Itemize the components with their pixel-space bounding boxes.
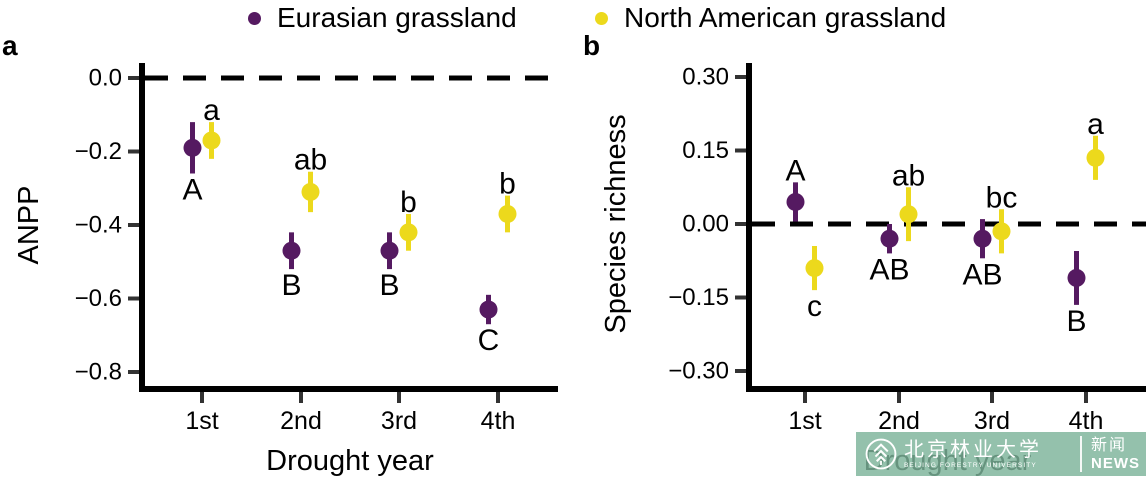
news-badge: 新闻 NEWS (1091, 436, 1140, 472)
panel-a-x-tick-label: 4th (481, 407, 516, 435)
panel-b-x-tick-label: 1st (788, 407, 821, 435)
panel-a-y-tick-label: −0.4 (75, 212, 122, 239)
legend-dot-eurasian-icon (248, 11, 261, 25)
panel-a-sig-letter-north-american-4th: b (499, 168, 516, 201)
panel-a-x-tick-label: 1st (185, 407, 218, 435)
panel-b-sig-letter-north-american-1st: c (807, 290, 822, 323)
watermark-divider (1080, 436, 1082, 472)
legend-label-north-american: North American grassland (624, 2, 947, 33)
panel-b-point-north-american-3rd (992, 222, 1011, 241)
university-logo-icon (865, 438, 897, 470)
panel-a-y-tick-label: −0.6 (75, 285, 122, 312)
panel-a-sig-letter-eurasian-3rd: B (379, 269, 399, 302)
panel-b-sig-letter-eurasian-2nd: AB (869, 253, 909, 286)
panel-b-sig-letter-eurasian-4th: B (1066, 305, 1086, 338)
panel-a-x-tick-label: 3rd (381, 407, 417, 435)
panel-b-point-eurasian-1st (786, 192, 805, 211)
panel-b-point-north-american-4th (1086, 148, 1105, 167)
university-name: 北京林业大学 BEIJING FORESTRY UNIVERSITY (904, 439, 1076, 470)
panel-b-y-tick-label: 0.00 (682, 211, 729, 238)
panel-b-y-tick-label: −0.30 (668, 358, 729, 385)
panel-a-x-axis-title: Drought year (266, 445, 434, 477)
university-name-zh: 北京林业大学 (904, 438, 1042, 461)
panel-a-point-north-american-4th (498, 204, 517, 223)
panel-a-sig-letter-north-american-1st: a (203, 94, 220, 127)
panel-b-y-tick-label: 0.30 (682, 64, 729, 91)
panel-a-point-eurasian-1st (183, 138, 202, 157)
panel-a-y-tick-label: −0.2 (75, 138, 122, 165)
panel-b-point-north-american-1st (805, 259, 824, 278)
news-label-zh: 新闻 (1091, 437, 1128, 454)
panel-b-sig-letter-eurasian-1st: A (785, 154, 805, 187)
panel-b-sig-letter-eurasian-3rd: AB (962, 258, 1002, 291)
legend-label-eurasian: Eurasian grassland (277, 2, 517, 33)
panel-a-y-tick-label: 0.0 (89, 65, 122, 92)
panel-label-a: a (2, 30, 18, 61)
panel-b-sig-letter-north-american-2nd: ab (892, 159, 925, 192)
panel-b-point-eurasian-4th (1067, 268, 1086, 287)
panel-b-sig-letter-north-american-4th: a (1087, 108, 1104, 141)
panel-label-b: b (583, 30, 601, 61)
panel-b-sig-letter-north-american-3rd: bc (986, 181, 1018, 214)
legend-dot-north-american-icon (595, 11, 608, 25)
panel-a-point-north-american-3rd (399, 223, 418, 242)
panel-a-point-eurasian-4th (479, 300, 498, 319)
panel-a-point-north-american-2nd (301, 182, 320, 201)
panel-a-x-tick-label: 2nd (280, 407, 322, 435)
panel-b-y-axis-title: Species richness (600, 114, 632, 333)
panel-a-sig-letter-north-american-2nd: ab (294, 144, 327, 177)
panel-a-y-axis-title: ANPP (13, 186, 45, 265)
university-name-en: BEIJING FORESTRY UNIVERSITY (904, 461, 1037, 469)
panel-b-point-eurasian-2nd (880, 229, 899, 248)
news-label-en: NEWS (1091, 455, 1140, 472)
panel-b-x-tick-label: 4th (1069, 407, 1104, 435)
panel-a-sig-letter-north-american-3rd: b (400, 186, 417, 219)
panel-a-sig-letter-eurasian-2nd: B (281, 269, 301, 302)
watermark-background (856, 432, 1146, 476)
panel-b-y-tick-label: −0.15 (668, 284, 729, 311)
panel-a-sig-letter-eurasian-1st: A (182, 174, 202, 207)
panel-b-y-tick-label: 0.15 (682, 137, 729, 164)
panel-a-y-tick-label: −0.8 (75, 359, 122, 386)
panel-b-x-tick-label: 3rd (974, 407, 1010, 435)
panel-a-sig-letter-eurasian-4th: C (478, 324, 500, 357)
panel-b-point-north-american-2nd (899, 205, 918, 224)
panel-b-x-tick-label: 2nd (878, 407, 920, 435)
panel-a-point-eurasian-2nd (282, 241, 301, 260)
panel-a-point-north-american-1st (202, 131, 221, 150)
watermark-banner: 北京林业大学 BEIJING FORESTRY UNIVERSITY 新闻 NE… (856, 432, 1146, 476)
legend-item-north-american: North American grassland (595, 2, 946, 34)
panel-a-point-eurasian-3rd (380, 241, 399, 260)
panel-b-point-eurasian-3rd (973, 229, 992, 248)
watermark-content: 北京林业大学 BEIJING FORESTRY UNIVERSITY 新闻 NE… (864, 436, 1146, 472)
legend-item-eurasian: Eurasian grassland (248, 2, 517, 34)
